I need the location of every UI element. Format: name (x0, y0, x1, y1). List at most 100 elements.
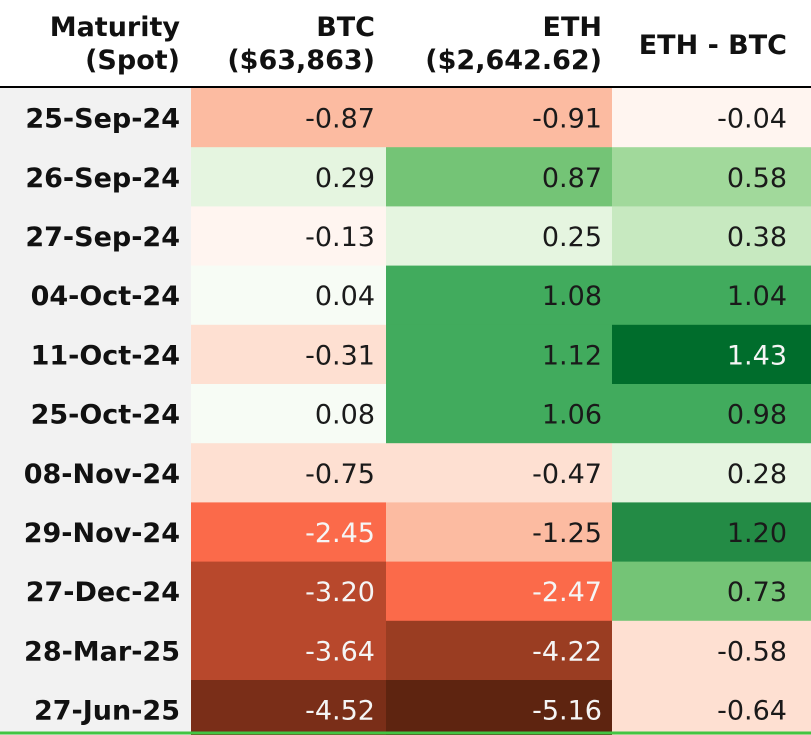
btc-value: -3.64 (305, 636, 375, 667)
eth-value: 1.08 (542, 281, 602, 312)
btc-cell (191, 502, 386, 563)
maturity-label: 11-Oct-24 (31, 340, 180, 371)
maturity-label: 08-Nov-24 (24, 459, 180, 490)
diff-cell (612, 680, 811, 735)
maturity-cell-bg (0, 620, 191, 681)
btc-value: -0.13 (305, 222, 375, 253)
diff-value: 1.04 (727, 281, 787, 312)
maturity-label: 04-Oct-24 (31, 281, 180, 312)
eth-cell (386, 620, 612, 681)
eth-cell (386, 206, 612, 267)
diff-value: -0.64 (717, 696, 787, 727)
btc-cell (191, 265, 386, 326)
eth-value: -5.16 (532, 696, 602, 727)
maturity-label: 25-Sep-24 (25, 104, 180, 135)
maturity-label: 28-Mar-25 (24, 636, 180, 667)
header-diff-line-1: ETH - BTC (639, 30, 787, 61)
btc-value: 0.04 (315, 281, 375, 312)
btc-value: 0.29 (315, 163, 375, 194)
btc-cell (191, 443, 386, 503)
btc-cell (191, 561, 386, 622)
diff-cell (612, 620, 811, 681)
table-row: 08-Nov-24 -0.75 -0.47 0.28 (0, 443, 811, 503)
maturity-cell-bg (0, 88, 191, 148)
diff-value: 0.73 (727, 577, 787, 608)
diff-value: -0.58 (717, 636, 787, 667)
diff-value: 0.58 (727, 163, 787, 194)
header-maturity-line-2: (Spot) (85, 45, 180, 76)
maturity-label: 26-Sep-24 (25, 163, 180, 194)
eth-value: -4.22 (532, 636, 602, 667)
btc-cell (191, 324, 386, 385)
eth-cell (386, 384, 612, 444)
btc-value: -2.45 (305, 518, 375, 549)
diff-cell (612, 206, 811, 267)
maturity-label: 27-Jun-25 (34, 696, 180, 727)
eth-value: 1.06 (542, 400, 602, 431)
table-body: 25-Sep-24 -0.87 -0.91 -0.04 26-Sep-24 0.29 0.8… (0, 88, 811, 735)
diff-cell (612, 324, 811, 385)
diff-value: 0.38 (727, 222, 787, 253)
eth-value: 0.87 (542, 163, 602, 194)
diff-value: -0.04 (717, 104, 787, 135)
btc-value: -4.52 (305, 696, 375, 727)
diff-cell (612, 88, 811, 148)
btc-cell (191, 206, 386, 267)
diff-value: 1.43 (727, 340, 787, 371)
diff-value: 0.28 (727, 459, 787, 490)
maturity-cell-bg (0, 206, 191, 267)
header-eth-line-2: ($2,642.62) (425, 45, 602, 76)
maturity-cell-bg (0, 147, 191, 207)
maturity-label: 25-Oct-24 (31, 400, 180, 431)
eth-value: -2.47 (532, 577, 602, 608)
diff-cell (612, 443, 811, 503)
eth-value: -0.47 (532, 459, 602, 490)
btc-cell (191, 88, 386, 148)
table-row: 04-Oct-24 0.04 1.08 1.04 (0, 265, 811, 326)
btc-value: -0.31 (305, 340, 375, 371)
maturity-label: 27-Sep-24 (25, 222, 180, 253)
table-row: 25-Sep-24 -0.87 -0.91 -0.04 (0, 88, 811, 148)
eth-cell (386, 88, 612, 148)
eth-cell (386, 147, 612, 207)
eth-value: 1.12 (542, 340, 602, 371)
header-btc-line-2: ($63,863) (227, 45, 375, 76)
header-eth-line-1: ETH (543, 12, 602, 43)
eth-cell (386, 502, 612, 563)
btc-cell (191, 620, 386, 681)
maturity-cell-bg (0, 384, 191, 444)
maturity-cell-bg (0, 561, 191, 622)
eth-cell (386, 443, 612, 503)
btc-cell (191, 384, 386, 444)
maturity-label: 27-Dec-24 (26, 577, 180, 608)
table-row: 27-Dec-24 -3.20 -2.47 0.73 (0, 561, 811, 622)
table-row: 11-Oct-24 -0.31 1.12 1.43 (0, 324, 811, 385)
table-row: 27-Sep-24 -0.13 0.25 0.38 (0, 206, 811, 267)
header-maturity-line-1: Maturity (50, 12, 181, 43)
btc-value: 0.08 (315, 400, 375, 431)
diff-cell (612, 384, 811, 444)
eth-value: 0.25 (542, 222, 602, 253)
diff-cell (612, 265, 811, 326)
eth-cell (386, 324, 612, 385)
maturity-cell-bg (0, 265, 191, 326)
maturity-cell-bg (0, 443, 191, 503)
eth-value: -0.91 (532, 104, 602, 135)
table-row: 28-Mar-25 -3.64 -4.22 -0.58 (0, 620, 811, 681)
header-btc-line-1: BTC (316, 12, 375, 43)
table-row: 25-Oct-24 0.08 1.06 0.98 (0, 384, 811, 444)
diff-value: 0.98 (727, 400, 787, 431)
diff-cell (612, 561, 811, 622)
btc-cell (191, 147, 386, 207)
eth-cell (386, 265, 612, 326)
btc-value: -3.20 (305, 577, 375, 608)
diff-value: 1.20 (727, 518, 787, 549)
btc-value: -0.87 (305, 104, 375, 135)
table-row: 27-Jun-25 -4.52 -5.16 -0.64 (0, 680, 811, 735)
table-row: 26-Sep-24 0.29 0.87 0.58 (0, 147, 811, 207)
eth-cell (386, 561, 612, 622)
maturity-cell-bg (0, 502, 191, 563)
eth-value: -1.25 (532, 518, 602, 549)
btc-value: -0.75 (305, 459, 375, 490)
